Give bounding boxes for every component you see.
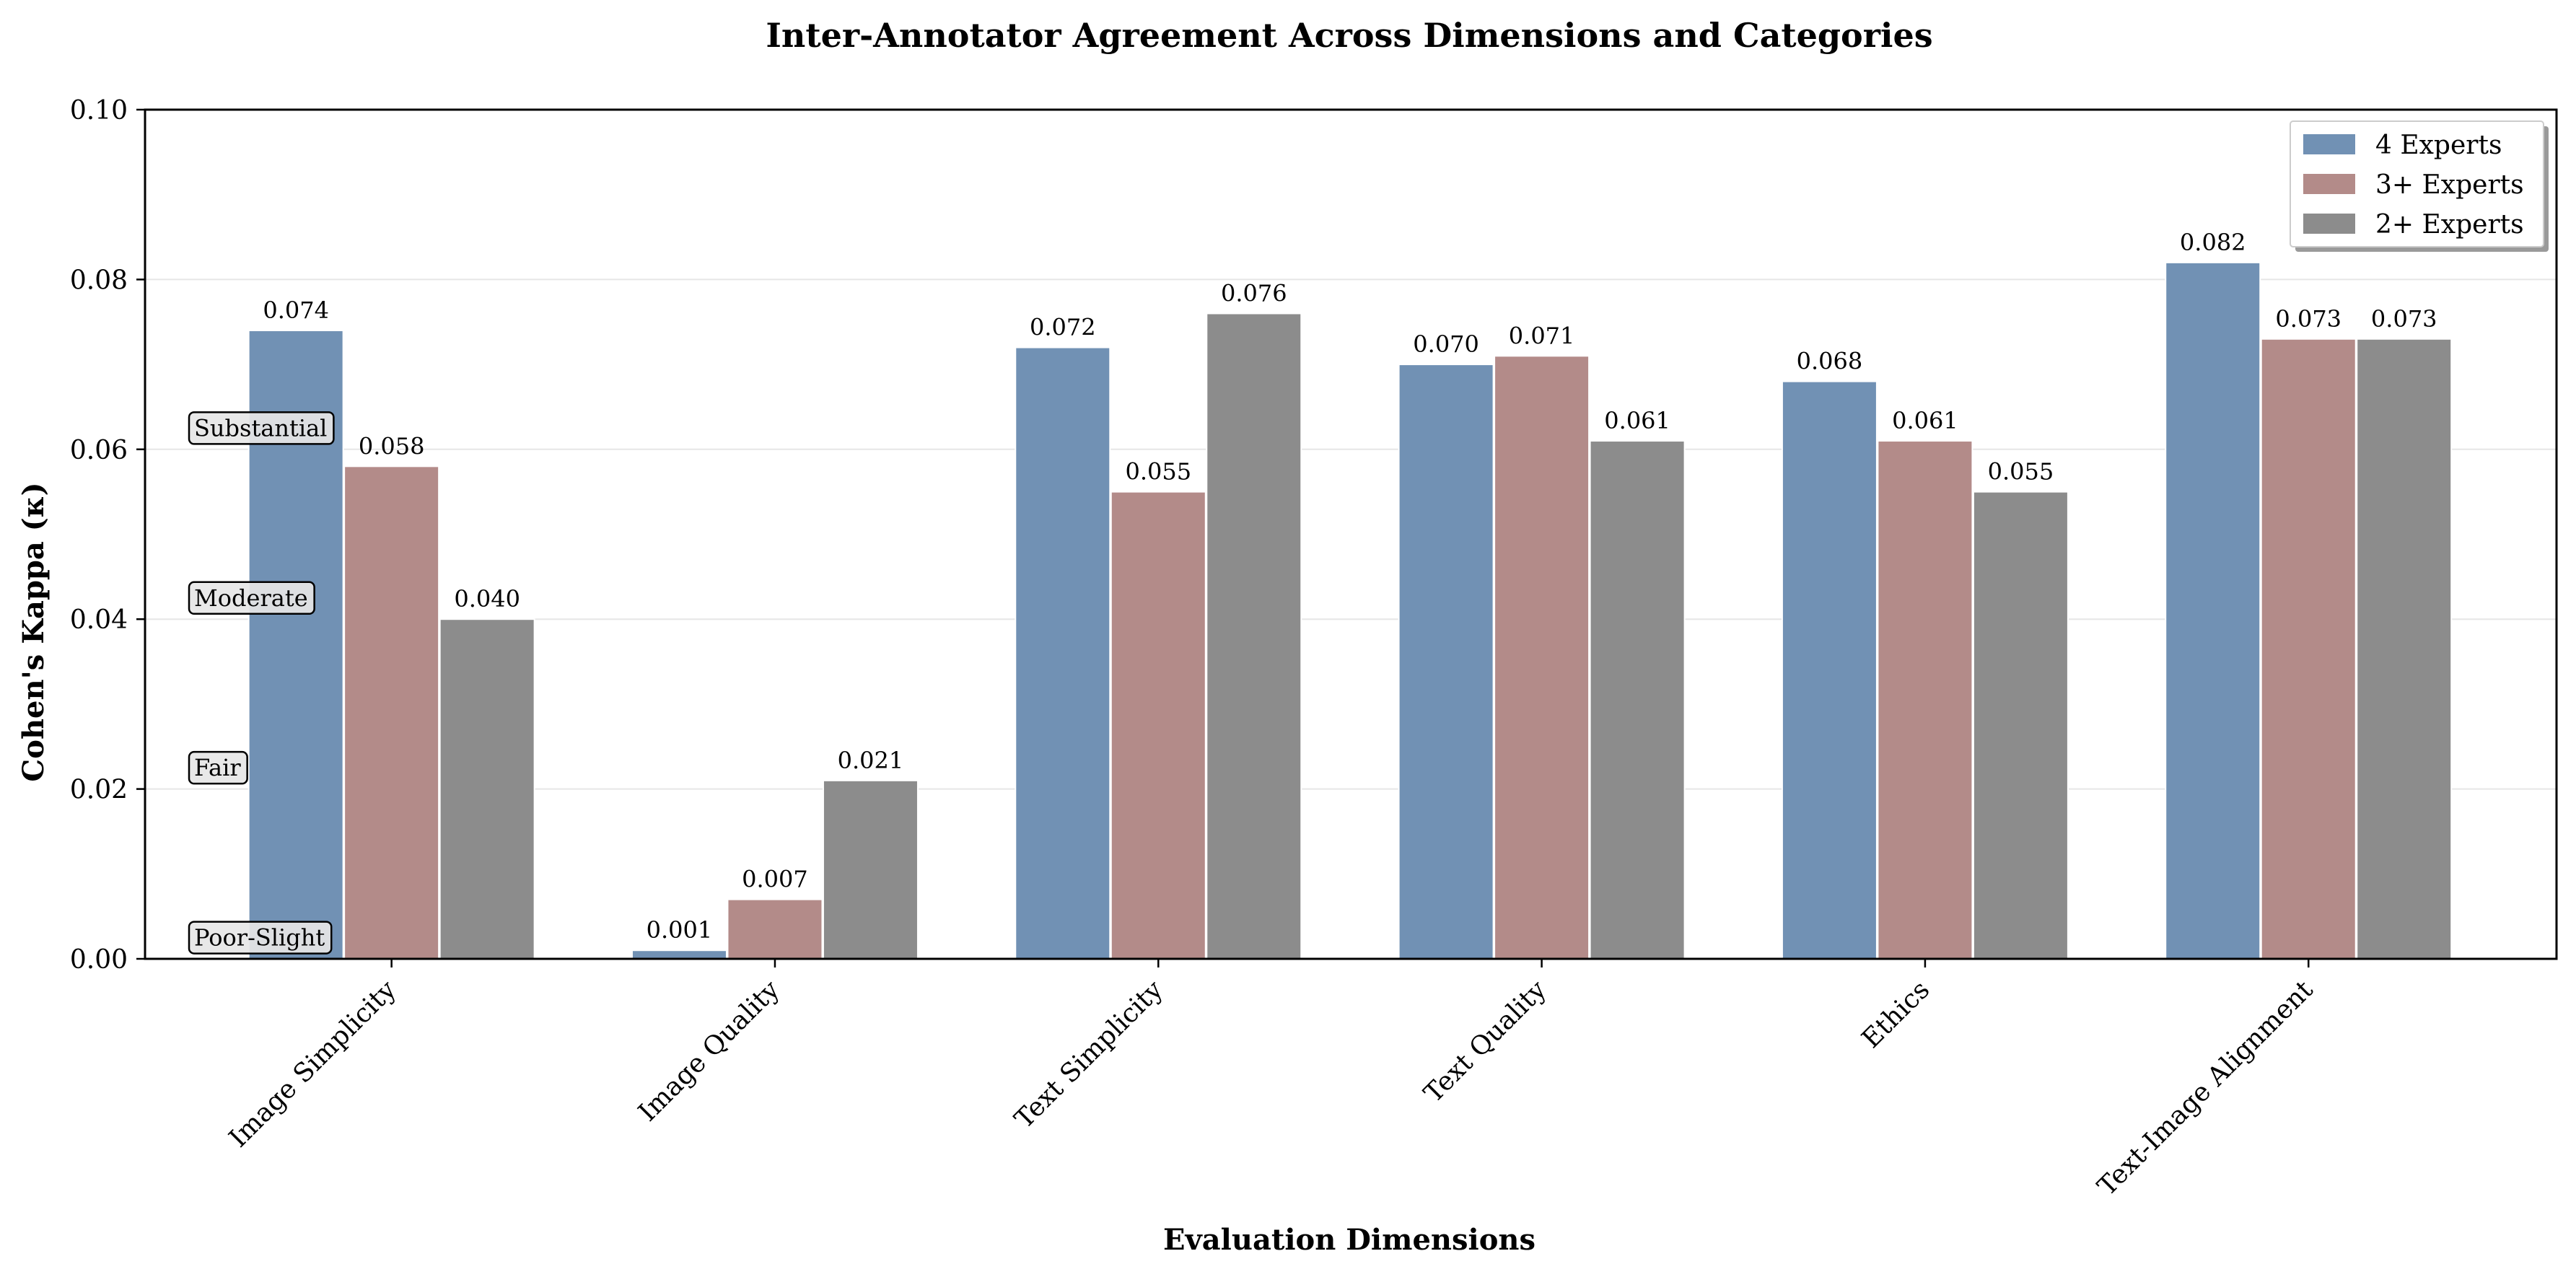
bar [1015,346,1111,960]
y-axis: 0.00 0.02 0.04 0.06 0.08 0.10 [70,96,145,975]
bar [727,898,823,960]
annotation-fair: Fair [188,750,248,785]
bar [1781,380,1878,960]
bar-value-label: 0.074 [263,297,329,324]
bar-value-label: 0.082 [2180,229,2246,256]
bar [343,465,440,960]
chart-title: Inter-Annotator Agreement Across Dimensi… [766,16,1932,55]
grid-lines [145,278,2557,790]
bar-value-label: 0.007 [742,866,808,893]
agreement-level-annotations: Substantial Moderate Fair Poor-Slight [188,411,335,955]
y-axis-label: Cohen's Kappa (κ) [17,482,51,781]
annotation-box [188,411,335,445]
bar-value-label: 0.072 [1030,314,1096,341]
annotation-text: Poor-Slight [194,924,325,952]
bar [1398,364,1494,960]
bar-value-label: 0.073 [2275,305,2341,333]
bar [1494,355,1590,960]
bar-value-label: 0.068 [1797,348,1863,375]
annotation-box [188,581,315,615]
annotation-box [188,921,333,955]
bar [1589,440,1686,960]
bar-value-label: 0.071 [1509,322,1575,349]
y-tick-label: 0.00 [70,945,128,975]
bar [2260,338,2357,960]
y-tick-label: 0.06 [70,436,128,465]
bar-value-label: 0.073 [2371,305,2437,333]
bar [2356,338,2453,960]
bar-value-label: 0.040 [454,585,520,613]
bar [439,618,535,960]
plot-frame [144,108,2558,960]
legend-swatch [2303,134,2355,154]
legend-label: 2+ Experts [2375,210,2524,240]
x-axis-label: Evaluation Dimensions [1163,1223,1535,1257]
legend-swatch [2303,214,2355,234]
y-tick-label: 0.04 [70,605,128,635]
bar-value-label: 0.055 [1125,458,1191,486]
legend-label: 3+ Experts [2375,170,2524,200]
annotation-text: Moderate [194,584,308,612]
bar-value-label: 0.061 [1892,407,1958,434]
annotation-text: Substantial [194,414,327,442]
annotation-moderate: Moderate [188,581,315,615]
bar-value-label: 0.055 [1988,458,2054,486]
annotation-poor-slight: Poor-Slight [188,921,333,955]
y-tick-label: 0.08 [70,266,128,295]
bar-value-label: 0.021 [838,747,904,774]
bar [1110,491,1206,960]
bar [1877,440,1973,960]
bar [2165,261,2261,960]
bar-value-label: 0.058 [359,432,425,460]
bar [1206,312,1302,960]
annotation-substantial: Substantial [188,411,335,445]
legend-swatch [2303,174,2355,194]
bar [631,949,727,960]
legend: 4 Experts 3+ Experts 2+ Experts [2290,120,2549,252]
bars [247,261,2453,960]
bar [822,779,919,960]
y-tick-label: 0.02 [70,776,128,805]
bar-value-label: 0.070 [1413,330,1479,358]
bar-value-labels: 0.074 0.058 0.040 0.001 0.007 0.021 0.072 0.055… [263,229,2437,944]
annotation-text: Fair [194,754,241,781]
bar-value-label: 0.061 [1604,407,1670,434]
annotation-box [188,750,248,785]
bar [1972,491,2069,960]
legend-label: 4 Experts [2375,131,2502,160]
bar-value-label: 0.076 [1221,279,1287,307]
y-tick-label: 0.10 [70,96,128,126]
bar-value-label: 0.001 [647,916,713,944]
